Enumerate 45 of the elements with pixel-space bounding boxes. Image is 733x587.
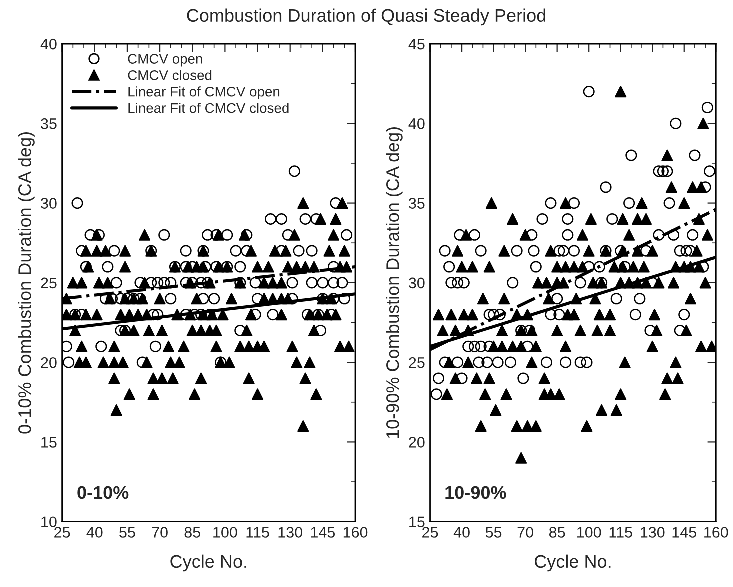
- x-tick-label: 145: [311, 527, 336, 538]
- x-tick-label: 70: [518, 527, 534, 538]
- x-tick-label: 85: [184, 527, 200, 538]
- x-tick-label: 85: [549, 527, 566, 538]
- x-tick-label: 145: [672, 527, 696, 538]
- legend-label: Linear Fit of CMCV open: [128, 86, 280, 100]
- y-tick-label: 15: [410, 516, 425, 528]
- y-tick-label: 30: [41, 198, 57, 209]
- x-tick-label: 100: [578, 527, 602, 538]
- x-tick-label: 130: [278, 527, 302, 538]
- chart-title: Combustion Duration of Quasi Steady Period: [187, 8, 546, 26]
- x-tick-label: 25: [54, 527, 70, 538]
- y-tick-label: 30: [409, 278, 425, 289]
- x-tick-label: 40: [454, 527, 470, 538]
- y-tick-label: 20: [409, 437, 425, 448]
- x-tick-label: 25: [422, 527, 438, 538]
- y-tick-label: 10: [42, 516, 57, 528]
- y-tick-label: 20: [41, 357, 57, 368]
- x-tick-label: 70: [152, 527, 168, 538]
- legend-label: Linear Fit of CMCV closed: [128, 103, 289, 114]
- x-axis-title: Cycle No.: [534, 554, 611, 572]
- y-axis-title: 10-90% Combustion Duration (CA deg): [386, 127, 403, 438]
- y-tick-label: 25: [409, 357, 425, 368]
- x-tick-label: 130: [641, 527, 665, 538]
- x-tick-label: 115: [610, 527, 632, 538]
- annotation: 10-90%: [446, 486, 506, 500]
- y-tick-label: 40: [408, 118, 425, 130]
- x-axis-title: Cycle No.: [170, 554, 246, 572]
- x-tick-label: 100: [214, 527, 238, 538]
- x-tick-label: 160: [704, 527, 728, 538]
- y-tick-label: 45: [408, 39, 425, 50]
- x-tick-label: 55: [120, 527, 136, 538]
- x-tick-label: 55: [486, 527, 502, 538]
- y-tick-label: 25: [41, 278, 57, 289]
- x-tick-label: 160: [344, 527, 368, 538]
- legend-label: CMCV open: [128, 54, 202, 67]
- x-tick-label: 40: [86, 527, 103, 538]
- y-tick-label: 35: [409, 198, 425, 209]
- annotation: 0-10%: [78, 486, 129, 500]
- legend-label: CMCV closed: [128, 70, 212, 80]
- x-tick-label: 115: [246, 527, 270, 538]
- y-tick-label: 35: [41, 118, 57, 130]
- y-axis-title: 0-10% Combustion Duration (CA deg): [18, 132, 35, 434]
- y-tick-label: 40: [40, 38, 57, 50]
- y-tick-label: 15: [42, 437, 57, 448]
